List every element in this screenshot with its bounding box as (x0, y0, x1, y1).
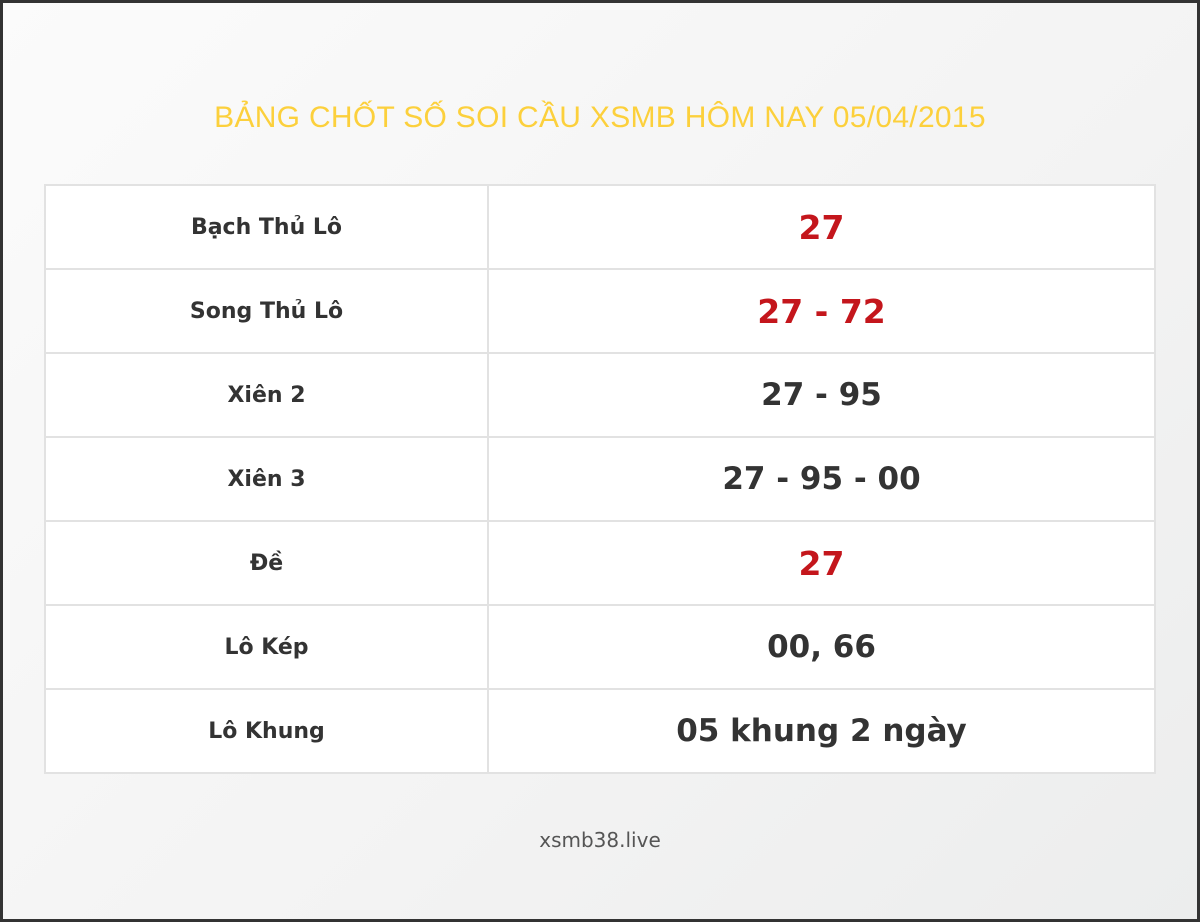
table-row: Xiên 3 27 - 95 - 00 (44, 436, 1156, 522)
row-value: 27 (487, 520, 1156, 606)
row-label: Xiên 2 (44, 352, 489, 438)
row-label: Lô Kép (44, 604, 489, 690)
table-row: Lô Khung 05 khung 2 ngày (44, 688, 1156, 774)
table-row: Song Thủ Lô 27 - 72 (44, 268, 1156, 354)
table-row: Bạch Thủ Lô 27 (44, 184, 1156, 270)
table-row: Xiên 2 27 - 95 (44, 352, 1156, 438)
page-title: BẢNG CHỐT SỐ SOI CẦU XSMB HÔM NAY 05/04/… (214, 101, 986, 134)
prediction-table: Bạch Thủ Lô 27 Song Thủ Lô 27 - 72 Xiên 2 27 … (44, 184, 1156, 774)
row-value: 27 - 72 (487, 268, 1156, 354)
row-label: Xiên 3 (44, 436, 489, 522)
table-row: Đề 27 (44, 520, 1156, 606)
row-value: 27 - 95 - 00 (487, 436, 1156, 522)
row-value: 00, 66 (487, 604, 1156, 690)
table-row: Lô Kép 00, 66 (44, 604, 1156, 690)
site-footer: xsmb38.live (539, 828, 661, 852)
row-label: Bạch Thủ Lô (44, 184, 489, 270)
row-value: 27 (487, 184, 1156, 270)
row-label: Lô Khung (44, 688, 489, 774)
row-value: 27 - 95 (487, 352, 1156, 438)
row-label: Đề (44, 520, 489, 606)
row-value: 05 khung 2 ngày (487, 688, 1156, 774)
row-label: Song Thủ Lô (44, 268, 489, 354)
